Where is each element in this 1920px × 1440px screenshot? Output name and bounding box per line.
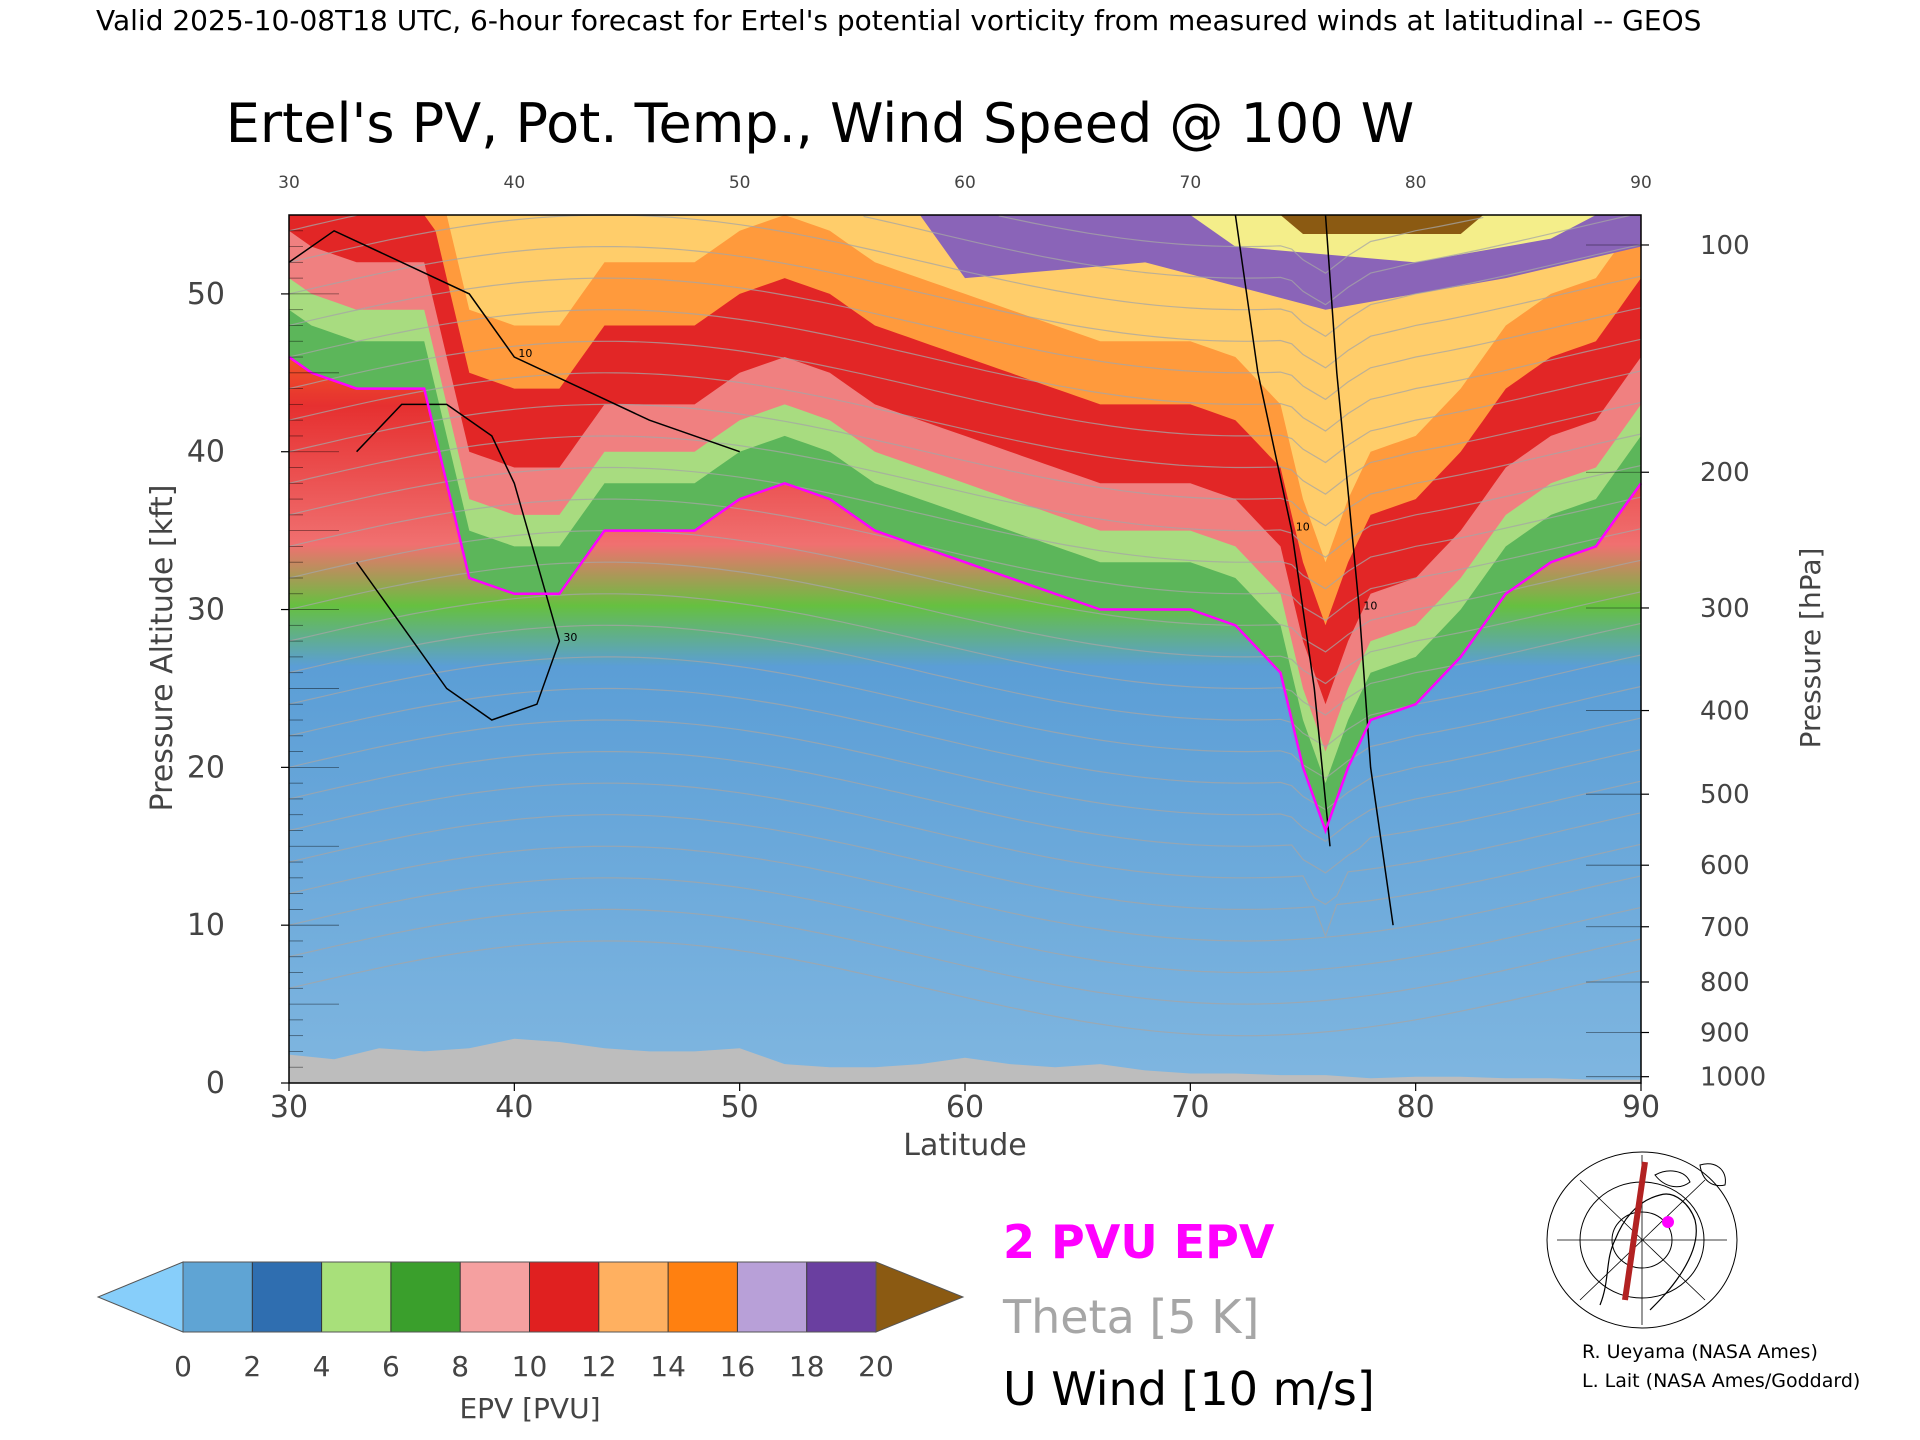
- map-graticule: [1557, 1155, 1727, 1325]
- x-top-tick-label: 40: [504, 173, 526, 193]
- colorbar-swatch: [321, 1262, 392, 1332]
- credit-line: R. Ueyama (NASA Ames): [1582, 1341, 1818, 1363]
- pv-bands: [289, 215, 1641, 831]
- colorbar-tick-label: 20: [858, 1350, 894, 1383]
- wind-contour-label: 10: [1296, 521, 1310, 534]
- colorbar-over-arrow: [875, 1261, 965, 1333]
- y-tick-label: 0: [206, 1066, 225, 1101]
- map-coastline: [1654, 1163, 1726, 1188]
- wind-contour-label: 10: [518, 347, 532, 360]
- colorbar-tick-label: 16: [720, 1350, 756, 1383]
- x-axis-label: Latitude: [903, 1128, 1026, 1163]
- terrain: [289, 1038, 1641, 1083]
- theta-contours: [288, 214, 1642, 1037]
- colorbar-swatch: [598, 1262, 669, 1332]
- page-header: Valid 2025-10-08T18 UTC, 6-hour forecast…: [96, 4, 1701, 37]
- pressure-tick-label: 100: [1700, 231, 1750, 261]
- x-tick-label: 40: [495, 1090, 533, 1125]
- x-top-tick-label: 60: [954, 173, 976, 193]
- colorbar-tick-label: 6: [382, 1350, 400, 1383]
- pressure-tick-label: 900: [1700, 1018, 1750, 1048]
- locator-map: [1545, 1151, 1740, 1329]
- axes: 3030404050506060707080809090010203040501…: [187, 173, 1766, 1125]
- colorbar-tick-label: 0: [174, 1350, 192, 1383]
- chart-title: Ertel's PV, Pot. Temp., Wind Speed @ 100…: [226, 92, 1414, 155]
- pressure-tick-label: 700: [1700, 913, 1750, 943]
- wind-contour-label: 10: [1363, 600, 1377, 613]
- y-axis-label: Pressure Altitude [kft]: [145, 485, 180, 812]
- y-tick-label: 20: [187, 750, 225, 785]
- x-top-tick-label: 80: [1405, 173, 1427, 193]
- wind-contour-line: [1324, 214, 1394, 926]
- colorbar-swatch: [183, 1262, 253, 1332]
- x-tick-label: 60: [946, 1090, 984, 1125]
- x-top-tick-label: 90: [1630, 173, 1652, 193]
- x-tick-label: 50: [721, 1090, 759, 1125]
- colorbar-tick-label: 8: [451, 1350, 469, 1383]
- credit-line: L. Lait (NASA Ames/Goddard): [1582, 1370, 1860, 1392]
- pv-2pvu-contour: [288, 355, 1643, 835]
- wind-contours: 10 30 10 10: [288, 214, 1394, 926]
- colorbar-swatch: [737, 1262, 808, 1332]
- colorbar-tick-label: 14: [650, 1350, 686, 1383]
- legend-pv: 2 PVU EPV: [1003, 1215, 1275, 1269]
- x-top-tick-label: 50: [729, 173, 751, 193]
- x-tick-label: 80: [1397, 1090, 1435, 1125]
- map-graticule: [1546, 1151, 1738, 1329]
- legend-theta: Theta [5 K]: [1002, 1290, 1259, 1344]
- colorbar-swatch: [806, 1262, 877, 1332]
- colorbar-swatch: [668, 1262, 738, 1332]
- colorbar-tick-label: 4: [313, 1350, 331, 1383]
- pressure-tick-label: 300: [1700, 594, 1750, 624]
- colorbar-tick-label: 18: [789, 1350, 825, 1383]
- map-marker: [1662, 1216, 1674, 1228]
- pressure-tick-label: 1000: [1700, 1063, 1766, 1093]
- pressure-tick-label: 200: [1700, 458, 1750, 488]
- colorbar-tick-label: 2: [243, 1350, 261, 1383]
- colorbar: 0 2 4 6 8 10 12 14 16 18 20: [96, 1261, 965, 1383]
- pv-band: [1280, 215, 1484, 234]
- colorbar-label: EPV [PVU]: [459, 1392, 600, 1425]
- colorbar-frame: [182, 1261, 877, 1333]
- colorbar-under-arrow: [96, 1261, 184, 1333]
- colorbar-tick-label: 10: [512, 1350, 548, 1383]
- legend: 2 PVU EPV Theta [5 K] U Wind [10 m/s]: [1002, 1215, 1375, 1416]
- y-tick-label: 50: [187, 277, 225, 312]
- colorbar-swatch: [390, 1262, 461, 1332]
- wind-contour-line: [288, 229, 740, 453]
- cross-section-path: [1622, 1161, 1648, 1301]
- pv-band: [1190, 215, 1596, 263]
- wind-contour-line: [355, 403, 561, 721]
- colorbar-swatch: [529, 1262, 600, 1332]
- y-tick-label: 10: [187, 908, 225, 943]
- y-tick-label: 30: [187, 593, 225, 628]
- pressure-tick-label: 600: [1700, 851, 1750, 881]
- x-top-tick-label: 70: [1180, 173, 1202, 193]
- plot-area: 10 30 10 10: [288, 214, 1643, 1084]
- wind-contour-line: [1234, 214, 1331, 847]
- map-coastline: [1599, 1193, 1697, 1311]
- legend-wind: U Wind [10 m/s]: [1003, 1362, 1375, 1416]
- pressure-tick-label: 800: [1700, 968, 1750, 998]
- x-tick-label: 30: [270, 1090, 308, 1125]
- colorbar-swatch: [252, 1262, 323, 1332]
- colorbar-tick-label: 12: [581, 1350, 617, 1383]
- x-tick-label: 90: [1622, 1090, 1660, 1125]
- y-tick-label: 40: [187, 435, 225, 470]
- x-top-tick-label: 30: [278, 173, 300, 193]
- y2-axis-label: Pressure [hPa]: [1794, 548, 1827, 749]
- pressure-tick-label: 400: [1700, 697, 1750, 727]
- colorbar-swatch: [460, 1262, 530, 1332]
- wind-contour-label: 30: [563, 631, 577, 644]
- x-tick-label: 70: [1171, 1090, 1209, 1125]
- pressure-tick-label: 500: [1700, 780, 1750, 810]
